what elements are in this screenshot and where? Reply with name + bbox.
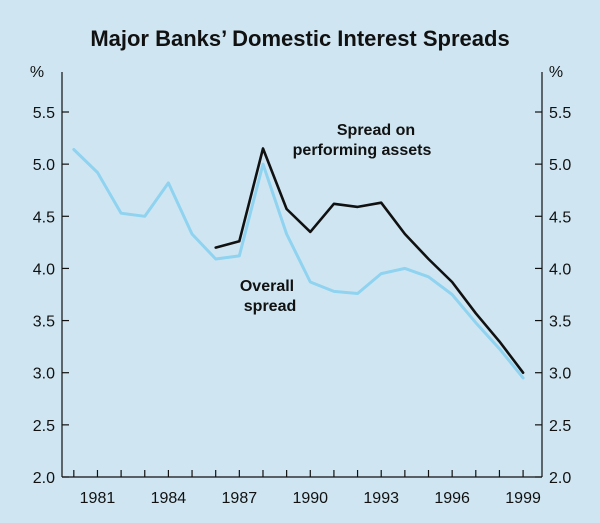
y-tick-label-right: 2.0	[549, 470, 571, 487]
y-tick-label-right: 2.5	[549, 418, 571, 435]
y-tick-label-right: 3.5	[549, 314, 571, 331]
x-tick-label: 1990	[292, 490, 328, 507]
y-tick-label-right: 4.5	[549, 209, 571, 226]
y-tick-label-left: 2.0	[33, 470, 55, 487]
series-line-overall-spread	[72, 148, 525, 380]
y-tick-label-left: 2.5	[33, 418, 55, 435]
y-tick-label-left: 3.0	[33, 366, 55, 383]
y-tick-label-left: 4.5	[33, 209, 55, 226]
y-tick-label-left: 3.5	[33, 314, 55, 331]
series-label-overall-line-2: spread	[244, 298, 296, 315]
chart-title: Major Banks’ Domestic Interest Spreads	[90, 26, 509, 51]
x-tick-label: 1999	[505, 490, 541, 507]
y-tick-label-left: 5.0	[33, 157, 55, 174]
x-tick-label: 1996	[434, 490, 470, 507]
series-label-performing-line-2: performing assets	[293, 142, 432, 159]
plot-area: 2.0 2.0 2.5 2.5 3.0 3.0 3.5 3.5 4.0 4.0 4.5 4.5 5.0 5…	[33, 72, 571, 507]
y-unit-left: %	[30, 64, 44, 81]
x-tick-label: 1984	[151, 490, 187, 507]
y-tick-label-right: 3.0	[549, 366, 571, 383]
y-tick-label-left: 4.0	[33, 261, 55, 278]
x-tick-label: 1993	[363, 490, 399, 507]
y-tick-label-left: 5.5	[33, 105, 55, 122]
x-tick-label: 1981	[80, 490, 116, 507]
series-label-overall-line-1: Overall	[240, 278, 294, 295]
y-tick-label-right: 5.5	[549, 105, 571, 122]
series-label-performing-line-1: Spread on	[337, 122, 415, 139]
y-unit-right: %	[549, 64, 563, 81]
y-tick-label-right: 5.0	[549, 157, 571, 174]
x-tick-label: 1987	[222, 490, 258, 507]
series-line-performing-assets	[214, 147, 525, 375]
y-tick-label-right: 4.0	[549, 261, 571, 278]
